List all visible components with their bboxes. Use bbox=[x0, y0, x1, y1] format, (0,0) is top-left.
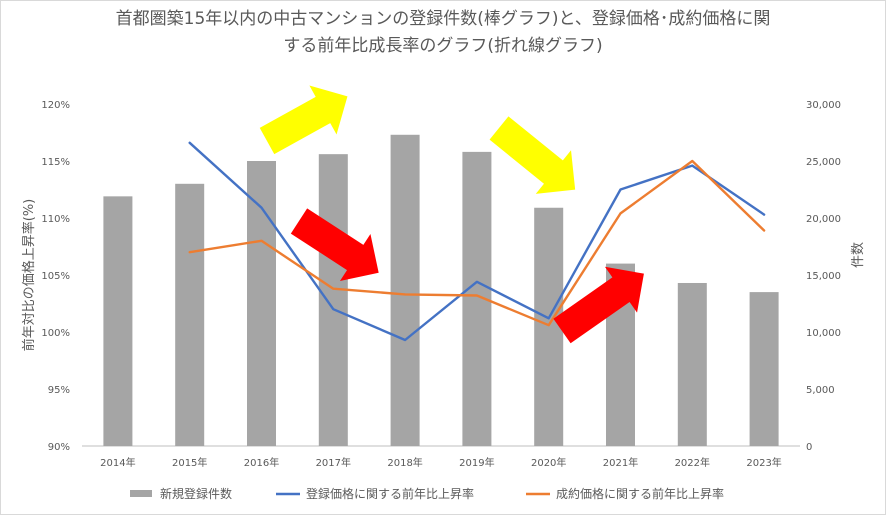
legend-label: 登録価格に関する前年比上昇率 bbox=[306, 486, 474, 501]
y-left-axis-title: 前年対比の価格上昇率(%) bbox=[21, 199, 37, 352]
yellow-arrow-annotation bbox=[259, 85, 348, 155]
legend-label: 成約価格に関する前年比上昇率 bbox=[556, 486, 724, 501]
x-tick-label: 2018年 bbox=[387, 456, 422, 469]
bar-registrations bbox=[175, 183, 205, 447]
bar-registrations bbox=[247, 161, 276, 446]
y-right-tick-label: 5,000 bbox=[806, 385, 835, 396]
legend-label: 新規登録件数 bbox=[160, 486, 232, 501]
y-left-tick-label: 95% bbox=[48, 385, 70, 396]
y-right-tick-label: 30,000 bbox=[806, 100, 841, 111]
bar-registrations bbox=[318, 154, 348, 446]
x-tick-label: 2020年 bbox=[531, 456, 566, 469]
x-tick-label: 2017年 bbox=[316, 456, 351, 469]
y-right-tick-label: 20,000 bbox=[806, 214, 841, 225]
x-tick-label: 2023年 bbox=[746, 456, 781, 469]
x-tick-label: 2019年 bbox=[459, 456, 494, 469]
y-right-tick-label: 10,000 bbox=[806, 328, 841, 339]
bar-registrations bbox=[390, 134, 420, 446]
x-tick-label: 2016年 bbox=[244, 456, 279, 469]
bar-registrations bbox=[749, 292, 779, 446]
line-listing-price-growth bbox=[188, 141, 766, 342]
bar-registrations bbox=[534, 207, 564, 446]
y-left-tick-label: 90% bbox=[48, 442, 70, 453]
y-left-tick-label: 100% bbox=[41, 328, 70, 339]
chart-title-line2: する前年比成長率のグラフ(折れ線グラフ) bbox=[283, 36, 603, 56]
legend-swatch-bar bbox=[130, 490, 152, 497]
line-contract-price-growth bbox=[188, 159, 766, 327]
y-right-tick-label: 25,000 bbox=[806, 157, 841, 168]
x-tick-label: 2022年 bbox=[675, 456, 710, 469]
bar-registrations bbox=[677, 282, 707, 446]
y-left-tick-label: 105% bbox=[41, 271, 70, 282]
chart-title-line1: 首都圏築15年以内の中古マンションの登録件数(棒グラフ)と、登録価格･成約価格に… bbox=[115, 9, 771, 29]
x-tick-label: 2015年 bbox=[172, 456, 207, 469]
y-left-tick-label: 120% bbox=[41, 100, 70, 111]
y-right-axis-title: 件数 bbox=[851, 242, 866, 268]
bar-registrations bbox=[103, 196, 133, 446]
x-tick-label: 2021年 bbox=[603, 456, 638, 469]
y-right-tick-label: 0 bbox=[806, 442, 812, 453]
x-tick-label: 2014年 bbox=[100, 456, 135, 469]
y-right-tick-label: 15,000 bbox=[806, 271, 841, 282]
y-left-tick-label: 115% bbox=[41, 157, 70, 168]
yellow-arrow-annotation bbox=[489, 116, 576, 194]
red-arrow-annotation bbox=[290, 208, 379, 281]
red-arrow-annotation bbox=[553, 266, 644, 344]
y-left-tick-label: 110% bbox=[41, 214, 70, 225]
